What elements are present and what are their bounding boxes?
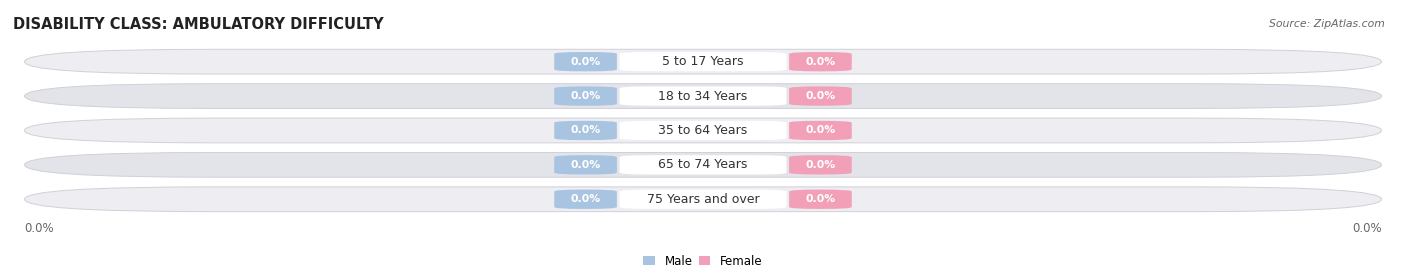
FancyBboxPatch shape xyxy=(789,121,852,140)
FancyBboxPatch shape xyxy=(24,153,1382,177)
Text: 0.0%: 0.0% xyxy=(1353,222,1382,235)
Text: 0.0%: 0.0% xyxy=(806,125,835,136)
FancyBboxPatch shape xyxy=(554,86,617,106)
FancyBboxPatch shape xyxy=(554,52,617,71)
FancyBboxPatch shape xyxy=(554,121,617,140)
Text: 75 Years and over: 75 Years and over xyxy=(647,193,759,206)
Text: 0.0%: 0.0% xyxy=(806,57,835,67)
FancyBboxPatch shape xyxy=(789,190,852,209)
FancyBboxPatch shape xyxy=(554,190,617,209)
Text: 0.0%: 0.0% xyxy=(571,91,600,101)
FancyBboxPatch shape xyxy=(24,49,1382,74)
FancyBboxPatch shape xyxy=(24,187,1382,212)
FancyBboxPatch shape xyxy=(789,155,852,175)
Text: Source: ZipAtlas.com: Source: ZipAtlas.com xyxy=(1270,19,1385,29)
Text: DISABILITY CLASS: AMBULATORY DIFFICULTY: DISABILITY CLASS: AMBULATORY DIFFICULTY xyxy=(13,17,384,32)
Text: 0.0%: 0.0% xyxy=(571,125,600,136)
FancyBboxPatch shape xyxy=(789,52,852,71)
Text: 0.0%: 0.0% xyxy=(571,160,600,170)
Text: 0.0%: 0.0% xyxy=(24,222,53,235)
Text: 0.0%: 0.0% xyxy=(806,194,835,204)
Text: 0.0%: 0.0% xyxy=(571,194,600,204)
FancyBboxPatch shape xyxy=(620,52,786,71)
Text: 5 to 17 Years: 5 to 17 Years xyxy=(662,55,744,68)
Text: 0.0%: 0.0% xyxy=(806,160,835,170)
FancyBboxPatch shape xyxy=(24,118,1382,143)
FancyBboxPatch shape xyxy=(554,155,617,175)
Text: 0.0%: 0.0% xyxy=(806,91,835,101)
Legend: Male, Female: Male, Female xyxy=(638,250,768,269)
Text: 0.0%: 0.0% xyxy=(571,57,600,67)
FancyBboxPatch shape xyxy=(620,86,786,106)
FancyBboxPatch shape xyxy=(24,84,1382,108)
FancyBboxPatch shape xyxy=(620,155,786,175)
FancyBboxPatch shape xyxy=(789,86,852,106)
Text: 18 to 34 Years: 18 to 34 Years xyxy=(658,90,748,102)
Text: 65 to 74 Years: 65 to 74 Years xyxy=(658,158,748,171)
Text: 35 to 64 Years: 35 to 64 Years xyxy=(658,124,748,137)
FancyBboxPatch shape xyxy=(620,121,786,140)
FancyBboxPatch shape xyxy=(620,190,786,209)
